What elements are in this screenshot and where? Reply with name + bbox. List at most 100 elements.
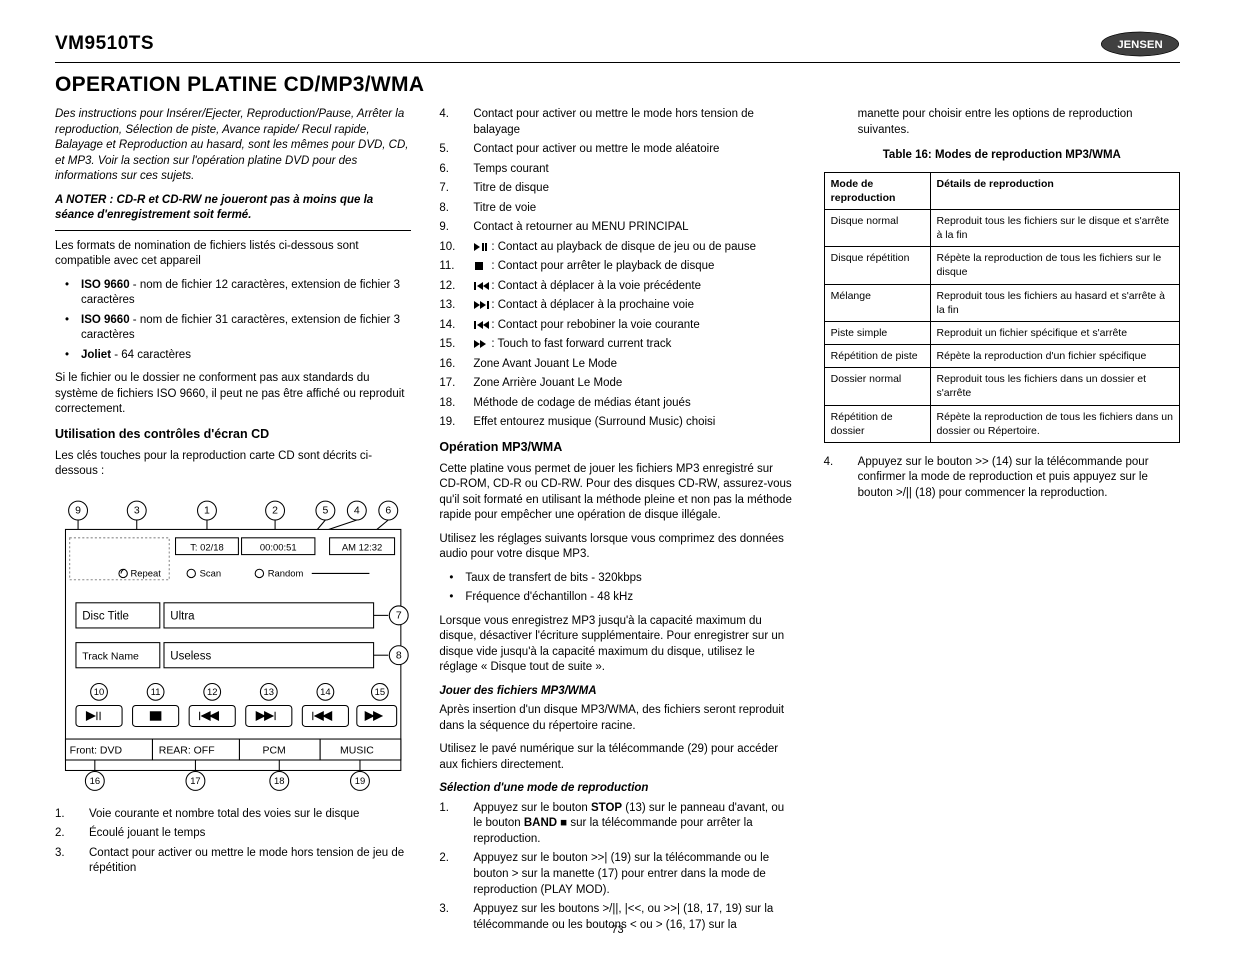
svg-text:7: 7 bbox=[396, 610, 402, 621]
select-heading: Sélection d'une mode de reproduction bbox=[439, 781, 795, 797]
legend-item: 18.Méthode de codage de médias étant jou… bbox=[439, 396, 795, 412]
svg-text:00:00:51: 00:00:51 bbox=[260, 541, 297, 552]
svg-text:15: 15 bbox=[375, 686, 385, 697]
callout-14: 14 bbox=[317, 683, 334, 700]
callout-7: 7 bbox=[389, 606, 408, 625]
table-row: Disque répétitionRépète la reproduction … bbox=[824, 247, 1179, 284]
formats-list: ISO 9660 - nom de fichier 12 caractères,… bbox=[55, 278, 411, 364]
format-item: Joliet - 64 caractères bbox=[55, 348, 411, 364]
step-item: 4.Appuyez sur le bouton >> (14) sur la t… bbox=[824, 455, 1180, 502]
step-item: 2.Appuyez sur le bouton >>| (19) sur la … bbox=[439, 851, 795, 898]
svg-text:18: 18 bbox=[274, 775, 284, 786]
select-steps: 1.Appuyez sur le bouton STOP (13) sur le… bbox=[439, 801, 795, 933]
cd-screen-diagram: 9 3 1 2 5 4 6 T: 02/18 00:00:51 AM 12:32… bbox=[55, 498, 411, 791]
legend-item: 15.: Touch to fast forward current track bbox=[439, 337, 795, 353]
mp3-p2: Utilisez les réglages suivants lorsque v… bbox=[439, 532, 795, 563]
controls-heading: Utilisation des contrôles d'écran CD bbox=[55, 426, 411, 443]
table-row: Répétition de dossierRépète la reproduct… bbox=[824, 405, 1179, 442]
table-row: MélangeReproduit tous les fichiers au ha… bbox=[824, 284, 1179, 321]
legend-item: 10.: Contact au playback de disque de je… bbox=[439, 240, 795, 256]
legend-item: 9.Contact à retourner au MENU PRINCIPAL bbox=[439, 220, 795, 236]
svg-text:17: 17 bbox=[190, 775, 200, 786]
page-number: 73 bbox=[0, 924, 1235, 936]
legend-item: 7.Titre de disque bbox=[439, 181, 795, 197]
format-item: ISO 9660 - nom de fichier 12 caractères,… bbox=[55, 278, 411, 309]
svg-text:Repeat: Repeat bbox=[130, 567, 161, 578]
legend-item: 1.Voie courante et nombre total des voie… bbox=[55, 807, 411, 823]
svg-text:14: 14 bbox=[320, 686, 330, 697]
formats-intro: Les formats de nomination de fichiers li… bbox=[55, 239, 411, 270]
callout-12: 12 bbox=[204, 683, 221, 700]
svg-text:11: 11 bbox=[151, 686, 161, 697]
table-header: Détails de reproduction bbox=[930, 172, 1179, 209]
svg-text:Disc Title: Disc Title bbox=[82, 610, 129, 622]
callout-11: 11 bbox=[147, 683, 164, 700]
svg-text:Ultra: Ultra bbox=[170, 610, 195, 622]
svg-text:6: 6 bbox=[385, 505, 391, 516]
content-columns: Des instructions pour Insérer/Ejecter, R… bbox=[55, 107, 1180, 937]
mp3-p3: Lorsque vous enregistrez MP3 jusqu'à la … bbox=[439, 614, 795, 676]
svg-text:3: 3 bbox=[134, 505, 140, 516]
legend-item: 8.Titre de voie bbox=[439, 201, 795, 217]
page-title: OPERATION PLATINE CD/MP3/WMA bbox=[55, 73, 1180, 97]
mp3-heading: Opération MP3/WMA bbox=[439, 439, 795, 456]
callout-10: 10 bbox=[91, 683, 108, 700]
svg-text:REAR: OFF: REAR: OFF bbox=[159, 745, 215, 756]
intro-text: Des instructions pour Insérer/Ejecter, R… bbox=[55, 107, 411, 185]
svg-text:T: 02/18: T: 02/18 bbox=[190, 541, 224, 552]
modes-table: Mode de reproduction Détails de reproduc… bbox=[824, 172, 1180, 443]
svg-text:Scan: Scan bbox=[200, 567, 221, 578]
svg-text:10: 10 bbox=[94, 686, 104, 697]
legend-item: 6.Temps courant bbox=[439, 162, 795, 178]
play-heading: Jouer des fichiers MP3/WMA bbox=[439, 684, 795, 700]
svg-text:19: 19 bbox=[355, 775, 365, 786]
svg-text:Track Name: Track Name bbox=[82, 651, 139, 662]
svg-text:Random: Random bbox=[268, 567, 304, 578]
legend-item: 3.Contact pour activer ou mettre le mode… bbox=[55, 846, 411, 877]
legend-item: 16.Zone Avant Jouant Le Mode bbox=[439, 357, 795, 373]
format-item: ISO 9660 - nom de fichier 31 caractères,… bbox=[55, 313, 411, 344]
model-number: VM9510TS bbox=[55, 33, 154, 55]
note-text: A NOTER : CD-R et CD-RW ne joueront pas … bbox=[55, 193, 411, 231]
compat-note: Si le fichier ou le dossier ne conformen… bbox=[55, 371, 411, 418]
column-1: Des instructions pour Insérer/Ejecter, R… bbox=[55, 107, 411, 937]
svg-text:13: 13 bbox=[264, 686, 274, 697]
step-item: 1.Appuyez sur le bouton STOP (13) sur le… bbox=[439, 801, 795, 848]
svg-text:5: 5 bbox=[322, 505, 328, 516]
svg-text:12: 12 bbox=[207, 686, 217, 697]
legend-item: 19.Effet entourez musique (Surround Musi… bbox=[439, 415, 795, 431]
play-p2: Utilisez le pavé numérique sur la téléco… bbox=[439, 742, 795, 773]
svg-text:1: 1 bbox=[204, 505, 210, 516]
svg-text:Front: DVD: Front: DVD bbox=[70, 745, 123, 756]
table-row: Piste simpleReproduit un fichier spécifi… bbox=[824, 321, 1179, 344]
legend-item: 14.: Contact pour rebobiner la voie cour… bbox=[439, 318, 795, 334]
setting-item: Fréquence d'échantillon - 48 kHz bbox=[439, 590, 795, 606]
svg-text:JENSEN: JENSEN bbox=[1117, 39, 1162, 51]
svg-text:9: 9 bbox=[75, 505, 81, 516]
mp3-settings-list: Taux de transfert de bits - 320kbps Fréq… bbox=[439, 571, 795, 606]
svg-text:4: 4 bbox=[354, 505, 360, 516]
legend-item: 12.: Contact à déplacer à la voie précéd… bbox=[439, 279, 795, 295]
svg-text:PCM: PCM bbox=[263, 745, 286, 756]
callout-8: 8 bbox=[389, 645, 408, 664]
svg-text:16: 16 bbox=[90, 775, 100, 786]
legend-item: 11.: Contact pour arrêter le playback de… bbox=[439, 259, 795, 275]
legend-item: 4.Contact pour activer ou mettre le mode… bbox=[439, 107, 795, 138]
table-row: Répétition de pisteRépète la reproductio… bbox=[824, 345, 1179, 368]
play-p1: Après insertion d'un disque MP3/WMA, des… bbox=[439, 703, 795, 734]
callout-13: 13 bbox=[260, 683, 277, 700]
header-rule bbox=[55, 62, 1180, 63]
legend-list-cont: 4.Contact pour activer ou mettre le mode… bbox=[439, 107, 795, 431]
callout-15: 15 bbox=[371, 683, 388, 700]
legend-item: 2.Écoulé jouant le temps bbox=[55, 826, 411, 842]
cont-text: manette pour choisir entre les options d… bbox=[824, 107, 1180, 138]
setting-item: Taux de transfert de bits - 320kbps bbox=[439, 571, 795, 587]
mp3-p1: Cette platine vous permet de jouer les f… bbox=[439, 462, 795, 524]
table-row: Dossier normalReproduit tous les fichier… bbox=[824, 368, 1179, 405]
legend-item: 17.Zone Arrière Jouant Le Mode bbox=[439, 376, 795, 392]
step4-list: 4.Appuyez sur le bouton >> (14) sur la t… bbox=[824, 455, 1180, 502]
jensen-logo: JENSEN bbox=[1100, 30, 1180, 58]
table-caption: Table 16: Modes de reproduction MP3/WMA bbox=[824, 148, 1180, 164]
svg-text:2: 2 bbox=[272, 505, 278, 516]
column-2: 4.Contact pour activer ou mettre le mode… bbox=[439, 107, 795, 937]
